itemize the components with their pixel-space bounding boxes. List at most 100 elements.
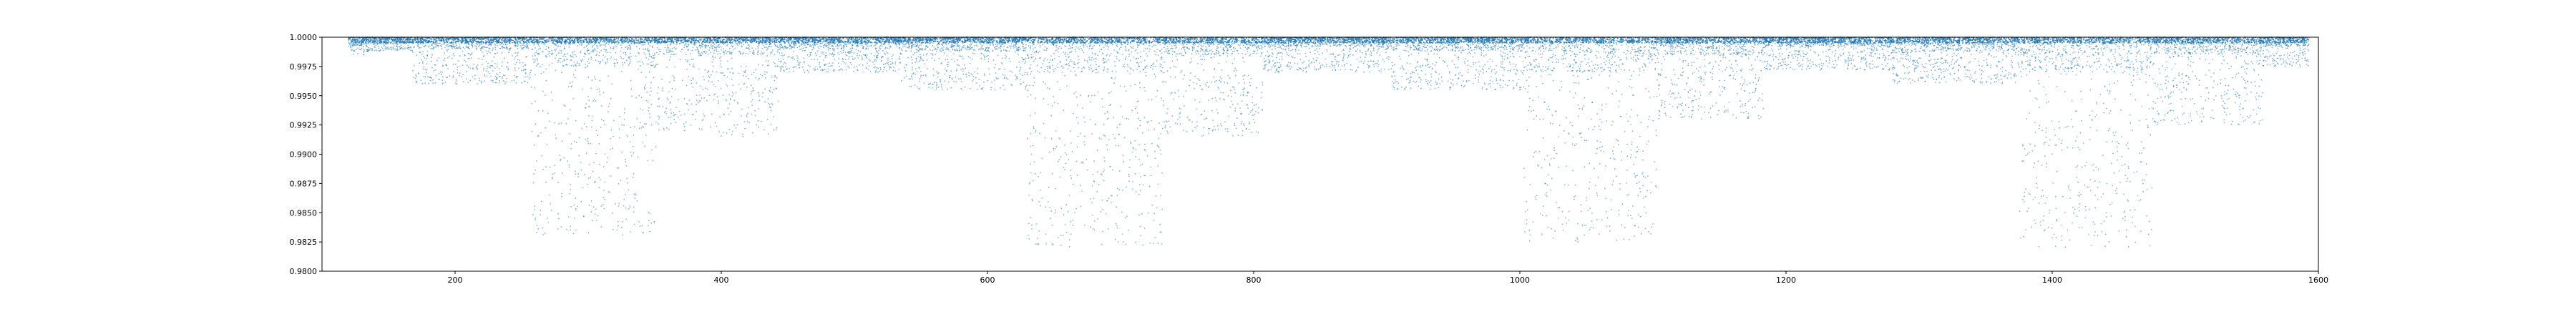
data-point — [745, 42, 747, 44]
data-point — [650, 90, 652, 92]
data-point — [834, 59, 835, 60]
data-point — [655, 121, 657, 123]
data-point — [688, 44, 690, 46]
data-point — [372, 37, 374, 39]
data-point — [891, 55, 893, 57]
data-point — [530, 39, 532, 41]
data-point — [417, 72, 419, 74]
data-point — [694, 43, 696, 45]
data-point — [886, 62, 888, 64]
data-point — [525, 47, 527, 49]
data-point — [386, 49, 387, 50]
data-point — [700, 47, 701, 49]
data-point — [782, 66, 784, 68]
data-point — [645, 84, 647, 86]
data-point — [844, 62, 845, 64]
data-point — [692, 77, 694, 79]
data-point — [710, 44, 712, 46]
data-point — [857, 50, 859, 52]
data-point — [396, 38, 399, 40]
data-point — [616, 40, 618, 42]
data-point — [776, 127, 778, 129]
data-point — [675, 122, 677, 124]
data-point — [621, 151, 623, 153]
data-point — [854, 66, 855, 68]
data-point — [694, 119, 696, 121]
data-point — [844, 44, 846, 46]
data-point — [714, 48, 716, 50]
data-point — [635, 46, 638, 47]
data-point — [866, 54, 868, 56]
data-point — [477, 64, 479, 66]
data-point — [479, 39, 481, 41]
data-point — [415, 80, 417, 82]
data-point — [595, 100, 597, 102]
data-point — [446, 37, 448, 39]
data-point — [718, 37, 721, 39]
data-point — [755, 77, 757, 79]
data-point — [658, 97, 660, 99]
data-point — [593, 99, 595, 100]
data-point — [809, 54, 811, 56]
data-point — [481, 80, 482, 82]
data-point — [416, 42, 419, 44]
data-point — [588, 163, 590, 165]
data-point — [707, 40, 709, 42]
data-point — [608, 38, 610, 40]
data-point — [474, 74, 476, 76]
data-point — [732, 72, 734, 74]
data-point — [804, 44, 806, 47]
data-point — [533, 42, 535, 44]
data-point — [839, 69, 841, 71]
data-point — [582, 89, 584, 90]
data-point — [714, 122, 716, 124]
data-point — [799, 67, 801, 69]
data-point — [514, 42, 516, 44]
data-point — [590, 142, 592, 145]
data-point — [499, 44, 501, 46]
data-point — [864, 54, 866, 56]
data-point — [585, 139, 587, 140]
data-point — [445, 64, 447, 66]
data-point — [678, 99, 679, 101]
data-point — [629, 59, 631, 61]
data-point — [603, 49, 605, 51]
data-point — [519, 42, 521, 44]
data-point — [746, 115, 748, 117]
data-point — [706, 51, 708, 53]
data-point — [421, 42, 424, 44]
data-point — [618, 183, 620, 185]
data-point — [560, 160, 561, 162]
data-point — [803, 62, 805, 64]
data-point — [722, 39, 724, 41]
data-point — [608, 111, 609, 113]
data-point — [775, 39, 777, 41]
data-point — [653, 57, 655, 59]
data-point — [569, 109, 571, 111]
data-point — [550, 39, 552, 42]
data-point — [610, 175, 612, 177]
data-point — [526, 42, 528, 44]
data-point — [840, 43, 841, 45]
data-point — [388, 39, 390, 41]
data-point — [696, 42, 698, 44]
data-point — [575, 55, 577, 57]
data-point — [501, 76, 503, 78]
data-point — [576, 62, 578, 64]
data-point — [496, 39, 498, 41]
data-point — [761, 92, 763, 94]
data-point — [716, 39, 718, 42]
data-point — [610, 39, 613, 41]
data-point — [399, 38, 401, 40]
data-point — [655, 145, 657, 147]
data-point — [479, 77, 480, 79]
data-point — [658, 49, 660, 51]
data-point — [608, 75, 609, 77]
data-point — [630, 55, 632, 57]
data-point — [785, 62, 786, 64]
data-point — [746, 120, 748, 122]
data-point — [835, 45, 837, 47]
data-point — [741, 53, 743, 55]
data-point — [769, 41, 771, 43]
data-point — [698, 128, 701, 130]
